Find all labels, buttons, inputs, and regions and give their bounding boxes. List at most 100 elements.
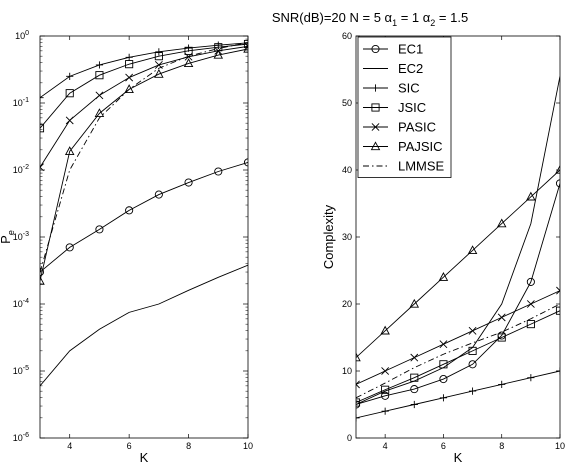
legend-marker <box>370 141 381 151</box>
data-point <box>439 394 448 402</box>
y-tick-label: 60 <box>342 31 352 41</box>
y-tick-label: 10-6 <box>13 432 29 443</box>
data-point <box>40 163 44 172</box>
legend-marker <box>371 123 380 131</box>
y-tick-label: 40 <box>342 165 352 175</box>
data-point <box>555 306 560 315</box>
data-point <box>125 206 134 215</box>
data-point <box>40 124 45 133</box>
data-point <box>154 68 164 78</box>
data-point <box>410 353 419 362</box>
data-point <box>95 91 104 100</box>
series-ec2 <box>40 264 248 387</box>
y-tick-label: 10-1 <box>13 97 29 108</box>
data-point <box>184 46 193 55</box>
data-point <box>95 71 104 80</box>
data-point <box>438 272 449 281</box>
figure-title: SNR(dB)=20 N = 5 α1 = 1 α2 = 1.5 <box>272 10 468 28</box>
complexity-chart: 4 6 8 10 K 0 10 20 30 40 50 60 Complexity <box>321 31 565 465</box>
data-point <box>40 94 44 102</box>
data-point <box>214 167 223 176</box>
series-ec1 <box>40 158 248 277</box>
legend-marker <box>371 44 380 54</box>
data-point <box>356 352 361 362</box>
data-point <box>467 245 478 255</box>
legend-entry: SIC <box>363 81 420 96</box>
data-point <box>380 325 390 335</box>
data-point <box>439 374 448 384</box>
legend-label: EC2 <box>398 61 423 76</box>
legend-label: EC1 <box>398 42 423 57</box>
legend-entry: PAJSIC <box>363 139 443 154</box>
legend-marker <box>371 84 380 92</box>
series-pasic <box>40 42 248 172</box>
data-point <box>124 84 134 93</box>
y-tick-label: 10 <box>342 366 352 376</box>
series-lmmse <box>356 303 560 399</box>
data-point <box>125 53 133 61</box>
data-point <box>65 243 74 252</box>
series-line <box>356 310 560 403</box>
y-tick-label: 100 <box>15 30 29 41</box>
data-point <box>40 275 45 285</box>
x-tick-label: 8 <box>499 441 504 451</box>
data-point <box>468 387 477 395</box>
legend-label: JSIC <box>398 100 426 115</box>
series-line <box>40 45 248 168</box>
data-point <box>381 391 390 400</box>
legend-label: PAJSIC <box>398 139 443 154</box>
legend-label: SIC <box>398 81 420 96</box>
series-line <box>356 183 560 405</box>
data-point <box>526 320 535 329</box>
data-point <box>555 164 560 174</box>
data-point <box>95 225 104 234</box>
legend-entry: PASIC <box>363 120 436 135</box>
data-point <box>439 340 448 349</box>
data-point <box>66 72 74 80</box>
series-line <box>40 42 248 273</box>
data-point <box>381 367 390 375</box>
legend: EC1 EC2 SIC JSIC PASIC PAJSIC LMMSE <box>357 36 452 178</box>
x-tick-label: 10 <box>555 441 565 451</box>
data-point <box>381 407 389 415</box>
legend-entry: JSIC <box>363 100 426 115</box>
series-jsic <box>356 306 560 407</box>
plot-frame <box>39 35 249 439</box>
series-jsic <box>40 39 248 133</box>
data-point <box>468 360 477 369</box>
y-tick-label: 0 <box>347 433 352 443</box>
series-line <box>356 303 560 399</box>
data-point <box>94 108 105 118</box>
data-point <box>125 60 134 69</box>
data-point <box>243 39 248 49</box>
x-tick-label: 4 <box>383 441 388 451</box>
data-point <box>95 61 104 69</box>
legend-entry: EC2 <box>363 61 423 76</box>
data-point <box>154 52 163 61</box>
series-line <box>40 264 248 387</box>
series-pasic <box>356 286 560 389</box>
data-point <box>356 380 360 389</box>
data-point <box>468 326 477 335</box>
series-lmmse <box>40 42 248 273</box>
data-point <box>526 300 535 308</box>
data-point <box>439 360 448 369</box>
series-line <box>40 43 248 129</box>
data-point <box>125 73 134 82</box>
data-point <box>184 178 193 187</box>
data-point <box>40 267 45 277</box>
series-pajsic <box>40 43 248 285</box>
data-point <box>556 367 560 375</box>
x-tick-label: 4 <box>67 441 72 451</box>
data-point <box>183 58 194 68</box>
data-point <box>356 398 361 407</box>
legend-label: LMMSE <box>398 159 445 174</box>
x-axis-label: K <box>454 450 463 465</box>
data-point <box>527 374 535 382</box>
data-point <box>155 48 163 56</box>
y-tick-label: 50 <box>342 98 352 108</box>
data-point <box>498 380 506 388</box>
legend-label: PASIC <box>398 120 436 135</box>
data-point <box>497 333 506 342</box>
data-point <box>410 400 418 409</box>
